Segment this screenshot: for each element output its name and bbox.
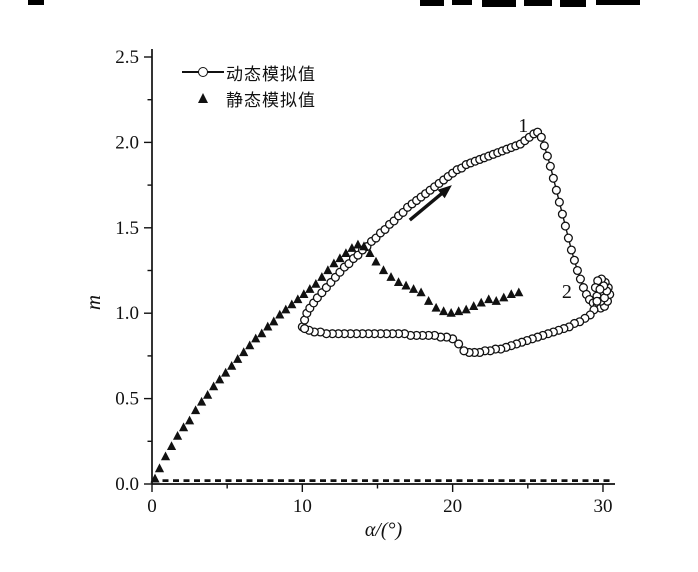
y-tick-label: 1.0 [115,303,139,324]
x-tick-label: 20 [443,496,462,517]
x-tick-label: 10 [293,496,312,517]
axis-ticks [144,56,604,492]
series-static [150,239,524,483]
legend-marker-column [180,65,226,79]
open-circle-icon [198,67,208,77]
caption-fragment [420,0,444,6]
axes [151,49,615,485]
y-tick-label: 0.5 [115,389,139,410]
legend-label-dynamic: 动态模拟值 [226,64,316,84]
y-tick-label: 2.5 [115,47,139,68]
caption-fragment [28,0,44,5]
chart-legend: 动态模拟值 静态模拟值 [180,60,316,110]
direction-arrow [408,185,452,222]
x-axis-label: α/(°) [364,519,403,541]
tick-labels: 0.0 0.5 1.0 1.5 2.0 2.5 0 10 20 30 [115,47,612,517]
caption-fragment [596,0,640,5]
y-tick-label: 0.0 [115,474,139,495]
legend-item-static: 静态模拟值 [180,86,316,110]
legend-label-static: 静态模拟值 [226,90,316,110]
legend-marker-column [180,93,226,103]
caption-fragment [452,0,472,5]
curve-annotation-1: 1 [518,115,528,137]
y-tick-label: 1.5 [115,218,139,239]
legend-item-dynamic: 动态模拟值 [180,60,316,84]
curve-annotation-2: 2 [562,281,572,303]
caption-fragment [482,0,516,7]
y-tick-label: 2.0 [115,132,139,153]
y-axis-label: m [81,294,106,311]
x-tick-label: 30 [593,496,612,517]
x-tick-label: 0 [147,496,157,517]
filled-triangle-icon [198,93,208,103]
caption-fragment [560,0,586,7]
series-dynamic [297,127,615,358]
open-circle-line-marker-icon [182,65,224,79]
caption-fragment [524,0,552,6]
